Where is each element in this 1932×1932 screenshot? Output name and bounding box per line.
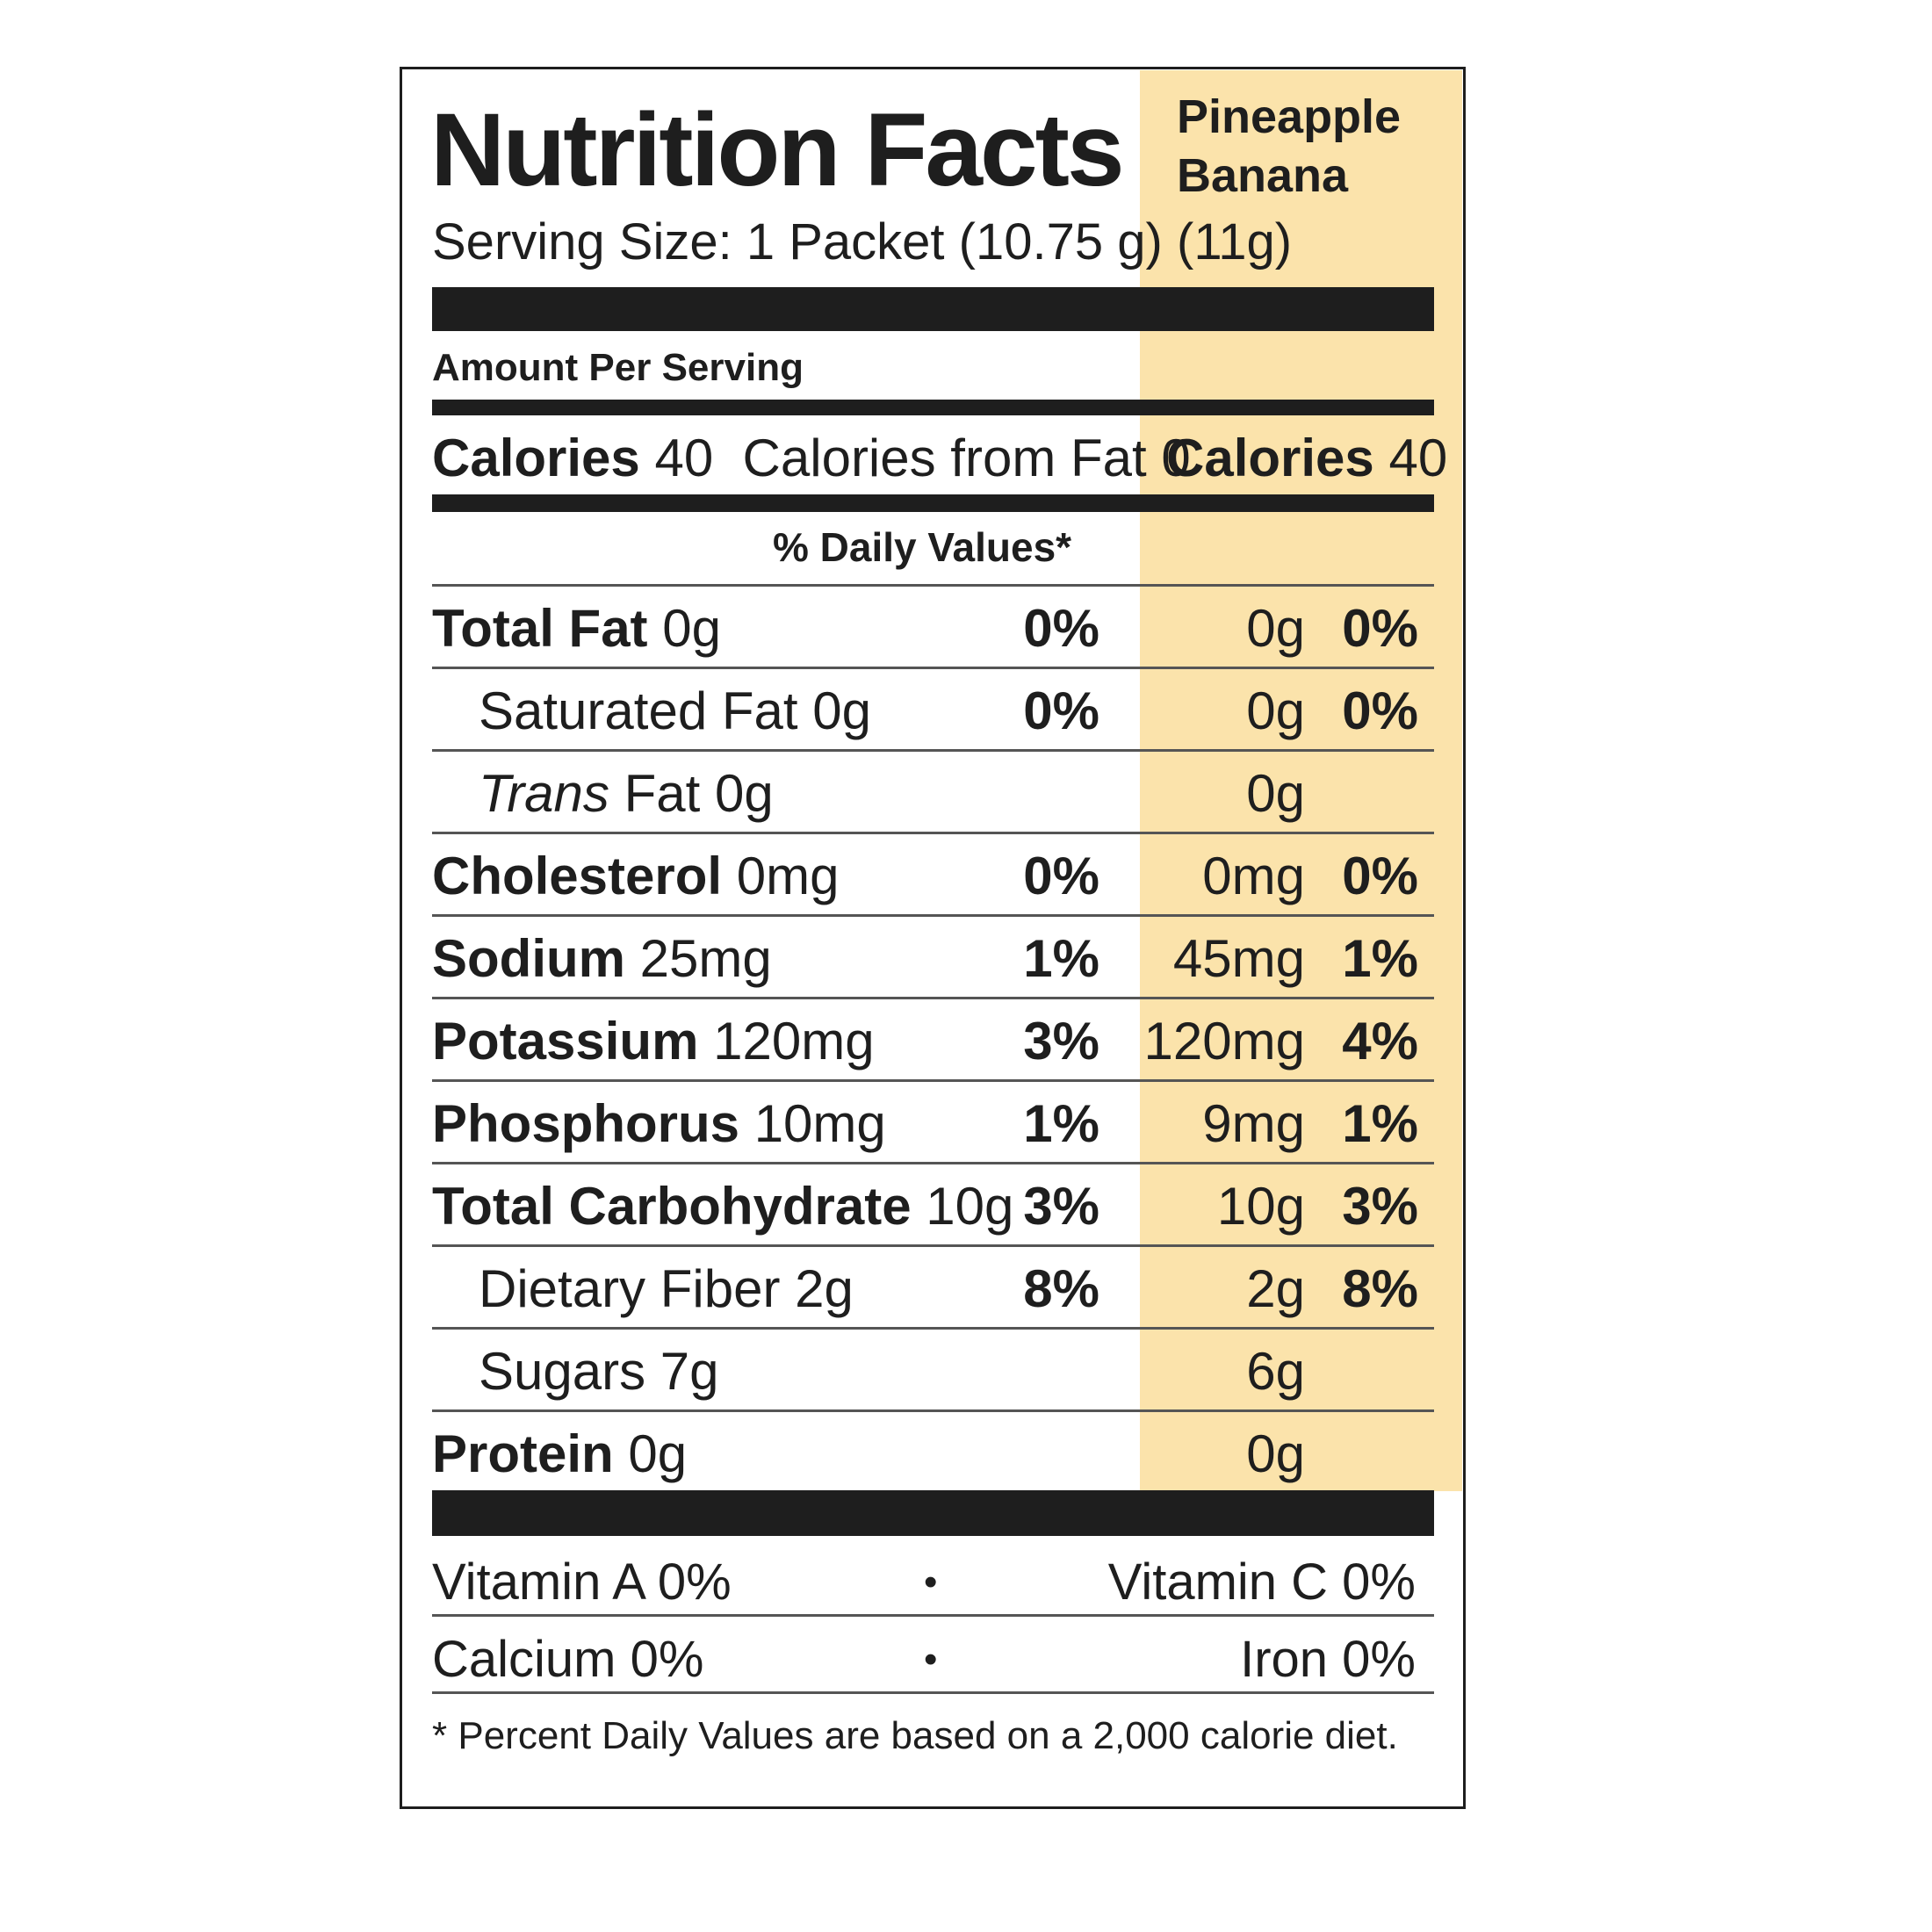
nutrient-name: Saturated Fat xyxy=(479,681,798,740)
nutrient-amount: 7g xyxy=(660,1342,719,1401)
flavor-nutrient-amount: 10g xyxy=(1216,1177,1305,1236)
flavor-calories-label: Calories xyxy=(1166,429,1374,487)
calories-label: Calories xyxy=(432,429,640,487)
flavor-nutrient-amount: 120mg xyxy=(1143,1012,1305,1071)
row-divider xyxy=(432,1327,1434,1330)
nutrient-row-label: Phosphorus 10mg xyxy=(432,1098,886,1150)
flavor-name-line1: Pineapple xyxy=(1177,90,1402,143)
nutrient-amount: 25mg xyxy=(639,929,772,988)
flavor-calories: Calories 40 xyxy=(1166,432,1447,485)
row-divider xyxy=(432,1614,1434,1617)
row-divider xyxy=(432,914,1434,917)
row-divider xyxy=(432,1409,1434,1412)
nutrient-row-label: Cholesterol 0mg xyxy=(432,850,839,903)
serving-size: Serving Size: 1 Packet (10.75 g) xyxy=(432,213,1163,270)
flavor-nutrient-amount: 0g xyxy=(1246,764,1305,823)
nutrient-name: Sodium xyxy=(432,929,625,988)
daily-values-heading: % Daily Values* xyxy=(773,524,1072,570)
label-title: Nutrition Facts xyxy=(430,92,1125,208)
nutrient-name: Total Carbohydrate xyxy=(432,1177,912,1236)
nutrient-amount: 0g xyxy=(714,764,774,823)
nutrient-name: Sugars xyxy=(479,1342,646,1401)
nutrient-name: Total Fat xyxy=(432,599,648,658)
flavor-nutrient-amount: 6g xyxy=(1246,1342,1305,1401)
vitamin-c: Vitamin C 0% xyxy=(1107,1554,1416,1611)
flavor-nutrient-daily-value: 8% xyxy=(1342,1259,1418,1318)
row-divider xyxy=(432,1079,1434,1082)
thick-divider xyxy=(432,287,1434,331)
row-divider xyxy=(432,1244,1434,1247)
iron: Iron 0% xyxy=(1240,1631,1416,1688)
flavor-nutrient-amount: 0mg xyxy=(1202,847,1305,905)
nutrient-name: Protein xyxy=(432,1424,614,1483)
vitamin-a: Vitamin A 0% xyxy=(432,1554,732,1611)
nutrient-row-label: Total Carbohydrate 10g xyxy=(432,1180,1013,1233)
nutrient-amount: 0g xyxy=(628,1424,688,1483)
nutrient-amount: 0g xyxy=(812,681,871,740)
nutrient-row-label: Saturated Fat 0g xyxy=(479,685,871,738)
nutrient-daily-value: 3% xyxy=(1023,1012,1099,1071)
nutrient-name-suffix: Fat xyxy=(624,764,701,823)
nutrient-row-label: Dietary Fiber 2g xyxy=(479,1263,854,1316)
row-divider xyxy=(432,749,1434,752)
nutrient-amount: 10g xyxy=(926,1177,1014,1236)
footnote: * Percent Daily Values are based on a 2,… xyxy=(432,1714,1398,1757)
nutrient-daily-value: 1% xyxy=(1023,1094,1099,1153)
flavor-nutrient-amount: 0g xyxy=(1246,599,1305,658)
nutrient-row-label: Sodium 25mg xyxy=(432,933,772,985)
flavor-nutrient-daily-value: 1% xyxy=(1342,1094,1418,1153)
flavor-nutrient-daily-value: 1% xyxy=(1342,929,1418,988)
flavor-serving-size: (11g) xyxy=(1177,213,1293,270)
flavor-nutrient-daily-value: 3% xyxy=(1342,1177,1418,1236)
calories-value: 40 xyxy=(654,429,714,487)
nutrient-name: Dietary Fiber xyxy=(479,1259,781,1318)
flavor-nutrient-amount: 0g xyxy=(1246,681,1305,740)
nutrient-daily-value: 3% xyxy=(1023,1177,1099,1236)
flavor-nutrient-daily-value: 0% xyxy=(1342,681,1418,740)
medium-divider xyxy=(432,400,1434,415)
bullet-separator: • xyxy=(924,1638,938,1681)
nutrient-amount: 0g xyxy=(662,599,721,658)
calories-row: Calories 40 Calories from Fat 0 xyxy=(432,432,1191,485)
flavor-nutrient-amount: 0g xyxy=(1246,1424,1305,1483)
nutrient-amount: 0mg xyxy=(736,847,840,905)
flavor-name-line2: Banana xyxy=(1177,149,1349,202)
flavor-nutrient-amount: 9mg xyxy=(1202,1094,1305,1153)
flavor-nutrient-daily-value: 0% xyxy=(1342,599,1418,658)
row-divider xyxy=(432,832,1434,834)
bullet-separator: • xyxy=(924,1561,938,1604)
nutrient-amount: 10mg xyxy=(753,1094,886,1153)
nutrient-name: Cholesterol xyxy=(432,847,723,905)
flavor-nutrient-amount: 2g xyxy=(1246,1259,1305,1318)
nutrient-daily-value: 1% xyxy=(1023,929,1099,988)
nutrient-row-label: Protein 0g xyxy=(432,1428,687,1481)
calcium: Calcium 0% xyxy=(432,1631,704,1688)
thick-divider xyxy=(432,1490,1434,1536)
nutrient-amount: 2g xyxy=(795,1259,854,1318)
nutrient-name: Potassium xyxy=(432,1012,699,1071)
nutrient-daily-value: 0% xyxy=(1023,681,1099,740)
nutrient-amount: 120mg xyxy=(713,1012,875,1071)
flavor-calories-value: 40 xyxy=(1388,429,1448,487)
row-divider xyxy=(432,1691,1434,1694)
row-divider xyxy=(432,997,1434,999)
calories-from-fat: Calories from Fat 0 xyxy=(742,429,1191,487)
nutrient-row-label: Total Fat 0g xyxy=(432,602,721,655)
nutrient-daily-value: 0% xyxy=(1023,847,1099,905)
flavor-nutrient-daily-value: 0% xyxy=(1342,847,1418,905)
nutrient-name: Trans xyxy=(479,764,609,823)
flavor-nutrient-daily-value: 4% xyxy=(1342,1012,1418,1071)
flavor-nutrient-amount: 45mg xyxy=(1172,929,1305,988)
medium-divider xyxy=(432,494,1434,512)
nutrient-row-label: Sugars 7g xyxy=(479,1345,719,1398)
nutrient-daily-value: 8% xyxy=(1023,1259,1099,1318)
row-divider xyxy=(432,667,1434,669)
row-divider xyxy=(432,584,1434,587)
row-divider xyxy=(432,1162,1434,1164)
nutrient-daily-value: 0% xyxy=(1023,599,1099,658)
nutrient-name: Phosphorus xyxy=(432,1094,740,1153)
nutrient-row-label: Trans Fat 0g xyxy=(479,768,774,820)
amount-per-serving-heading: Amount Per Serving xyxy=(432,346,804,389)
nutrient-row-label: Potassium 120mg xyxy=(432,1015,875,1068)
